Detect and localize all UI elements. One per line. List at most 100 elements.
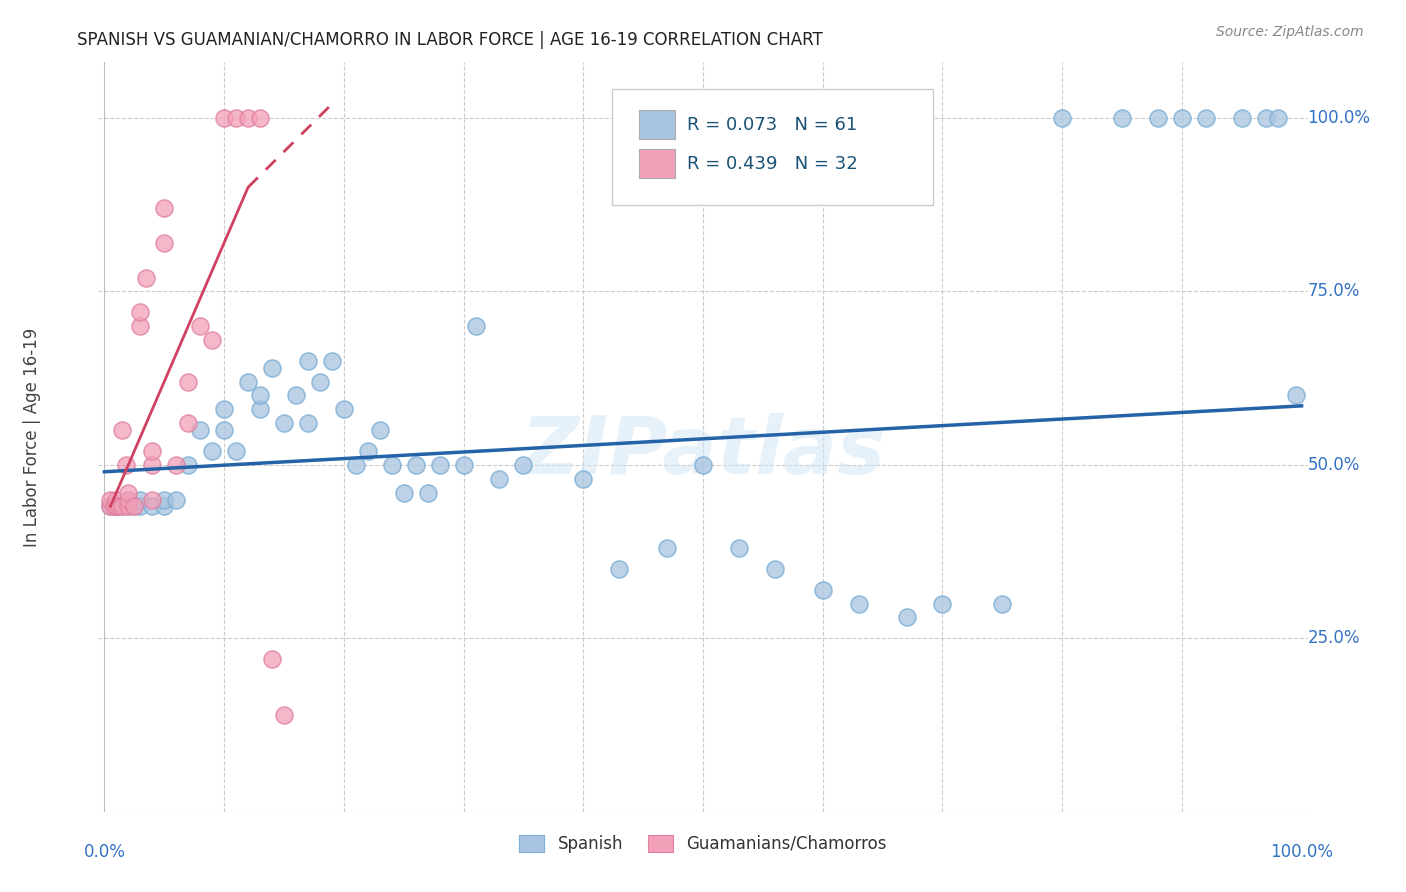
Point [111,500,134,514]
Point [212,111,235,125]
Point [153,201,176,215]
FancyBboxPatch shape [613,88,932,205]
Point [117,500,139,514]
Point [512,458,534,472]
Point [1284,388,1306,402]
Point [273,416,295,430]
Point [488,472,510,486]
Point [129,500,152,514]
Point [297,416,319,430]
Point [100,500,122,514]
Point [141,492,163,507]
Point [141,500,163,514]
Point [273,707,295,722]
Point [111,500,134,514]
Text: SPANISH VS GUAMANIAN/CHAMORRO IN LABOR FORCE | AGE 16-19 CORRELATION CHART: SPANISH VS GUAMANIAN/CHAMORRO IN LABOR F… [77,31,823,49]
Point [117,492,139,507]
Point [117,492,139,507]
Point [117,500,139,514]
Point [896,610,918,624]
Point [188,319,211,334]
Point [129,492,152,507]
Point [1111,111,1133,125]
Point [464,319,486,334]
Point [117,485,139,500]
Point [405,458,427,472]
Text: R = 0.073   N = 61: R = 0.073 N = 61 [688,116,858,134]
Point [165,458,187,472]
Point [153,492,176,507]
Legend: Spanish, Guamanians/Chamorros: Spanish, Guamanians/Chamorros [513,828,893,860]
Point [728,541,751,555]
Point [429,458,451,472]
Point [357,444,380,458]
Point [991,597,1014,611]
Point [368,423,391,437]
Point [249,111,271,125]
Point [115,458,138,472]
Text: Source: ZipAtlas.com: Source: ZipAtlas.com [1216,25,1364,39]
Point [931,597,953,611]
Point [655,541,678,555]
Point [1171,111,1194,125]
Point [1195,111,1218,125]
Point [692,458,714,472]
Text: 100.0%: 100.0% [1308,109,1371,127]
Point [297,353,319,368]
Point [129,319,152,334]
Point [165,492,187,507]
Point [1050,111,1073,125]
Point [212,402,235,417]
Point [105,500,128,514]
Point [100,500,122,514]
Point [1254,111,1277,125]
Point [1267,111,1289,125]
Point [111,423,134,437]
Text: 50.0%: 50.0% [1308,456,1360,474]
Point [105,492,128,507]
Point [124,500,146,514]
Point [607,562,630,576]
Point [129,305,152,319]
Point [236,375,259,389]
Point [1230,111,1253,125]
Point [309,375,332,389]
Point [416,485,439,500]
Point [249,402,271,417]
Point [381,458,404,472]
Point [333,402,356,417]
Point [141,458,163,472]
Point [201,444,224,458]
Point [811,582,834,597]
Point [177,375,200,389]
Point [105,500,128,514]
Point [212,423,235,437]
Point [848,597,870,611]
Point [225,111,247,125]
Point [177,458,200,472]
Text: ZIPatlas: ZIPatlas [520,413,886,491]
Point [284,388,307,402]
Point [177,416,200,430]
Point [1147,111,1170,125]
Point [236,111,259,125]
Point [344,458,367,472]
Text: In Labor Force | Age 16-19: In Labor Force | Age 16-19 [22,327,41,547]
Text: R = 0.439   N = 32: R = 0.439 N = 32 [688,154,858,172]
Point [100,492,122,507]
Point [153,500,176,514]
Point [763,562,786,576]
Point [225,444,247,458]
Point [135,270,157,285]
Point [107,500,129,514]
Text: 100.0%: 100.0% [1270,843,1333,861]
Text: 25.0%: 25.0% [1308,629,1360,648]
FancyBboxPatch shape [638,149,675,178]
Point [103,500,125,514]
Point [453,458,475,472]
FancyBboxPatch shape [638,111,675,139]
Text: 75.0%: 75.0% [1308,283,1360,301]
Point [188,423,211,437]
Point [124,500,146,514]
Point [153,235,176,250]
